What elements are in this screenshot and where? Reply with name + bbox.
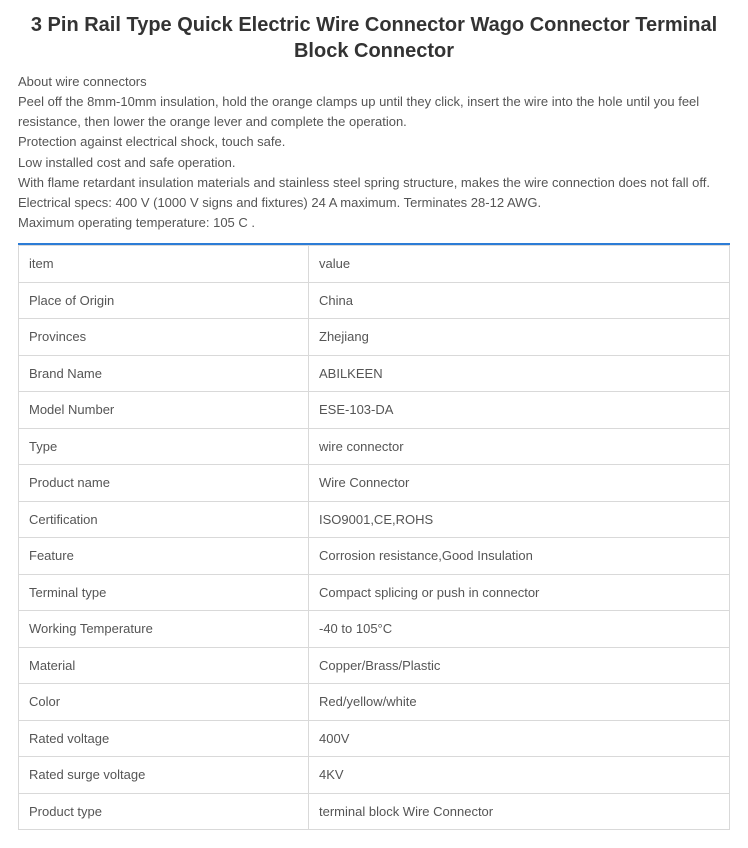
spec-item-name: Terminal type xyxy=(19,574,309,611)
spec-item-value: terminal block Wire Connector xyxy=(309,793,730,830)
spec-item-value: Red/yellow/white xyxy=(309,684,730,721)
spec-item-value: Zhejiang xyxy=(309,319,730,356)
spec-item-value: Copper/Brass/Plastic xyxy=(309,647,730,684)
spec-item-value: ISO9001,CE,ROHS xyxy=(309,501,730,538)
spec-item-name: Material xyxy=(19,647,309,684)
table-row: Working Temperature-40 to 105°C xyxy=(19,611,730,648)
table-row: Brand NameABILKEEN xyxy=(19,355,730,392)
description-line: Low installed cost and safe operation. xyxy=(18,155,236,170)
table-row: Model NumberESE-103-DA xyxy=(19,392,730,429)
table-header-value: value xyxy=(309,246,730,283)
table-row: Product typeterminal block Wire Connecto… xyxy=(19,793,730,830)
table-row: Product nameWire Connector xyxy=(19,465,730,502)
spec-item-name: Provinces xyxy=(19,319,309,356)
product-description: About wire connectors Peel off the 8mm-10… xyxy=(18,72,730,233)
spec-table-wrap: itemvaluePlace of OriginChinaProvincesZh… xyxy=(18,243,730,830)
spec-item-value: 4KV xyxy=(309,757,730,794)
spec-item-value: 400V xyxy=(309,720,730,757)
product-title: 3 Pin Rail Type Quick Electric Wire Conn… xyxy=(18,12,730,64)
description-line: Protection against electrical shock, tou… xyxy=(18,134,285,149)
table-row: Rated surge voltage4KV xyxy=(19,757,730,794)
spec-item-name: Working Temperature xyxy=(19,611,309,648)
spec-item-value: wire connector xyxy=(309,428,730,465)
spec-item-name: Brand Name xyxy=(19,355,309,392)
spec-table: itemvaluePlace of OriginChinaProvincesZh… xyxy=(18,245,730,830)
spec-item-value: China xyxy=(309,282,730,319)
spec-item-name: Certification xyxy=(19,501,309,538)
spec-item-value: -40 to 105°C xyxy=(309,611,730,648)
description-line: Maximum operating temperature: 105 C . xyxy=(18,215,255,230)
spec-item-name: Type xyxy=(19,428,309,465)
spec-item-value: ABILKEEN xyxy=(309,355,730,392)
table-row: ColorRed/yellow/white xyxy=(19,684,730,721)
spec-item-value: Compact splicing or push in connector xyxy=(309,574,730,611)
table-row: MaterialCopper/Brass/Plastic xyxy=(19,647,730,684)
spec-item-name: Rated voltage xyxy=(19,720,309,757)
table-row: Typewire connector xyxy=(19,428,730,465)
table-row: Rated voltage400V xyxy=(19,720,730,757)
table-row: Place of OriginChina xyxy=(19,282,730,319)
table-header-item: item xyxy=(19,246,309,283)
spec-item-name: Product name xyxy=(19,465,309,502)
table-row: ProvincesZhejiang xyxy=(19,319,730,356)
spec-item-value: ESE-103-DA xyxy=(309,392,730,429)
table-header-row: itemvalue xyxy=(19,246,730,283)
spec-item-name: Rated surge voltage xyxy=(19,757,309,794)
spec-item-name: Place of Origin xyxy=(19,282,309,319)
spec-item-value: Wire Connector xyxy=(309,465,730,502)
description-line: Electrical specs: 400 V (1000 V signs an… xyxy=(18,195,541,210)
spec-item-name: Feature xyxy=(19,538,309,575)
spec-item-name: Product type xyxy=(19,793,309,830)
table-row: Terminal typeCompact splicing or push in… xyxy=(19,574,730,611)
table-row: CertificationISO9001,CE,ROHS xyxy=(19,501,730,538)
table-row: FeatureCorrosion resistance,Good Insulat… xyxy=(19,538,730,575)
spec-item-name: Color xyxy=(19,684,309,721)
spec-item-name: Model Number xyxy=(19,392,309,429)
description-line: With flame retardant insulation material… xyxy=(18,175,710,190)
description-line: Peel off the 8mm-10mm insulation, hold t… xyxy=(18,94,699,129)
product-spec-document: 3 Pin Rail Type Quick Electric Wire Conn… xyxy=(0,0,748,848)
spec-item-value: Corrosion resistance,Good Insulation xyxy=(309,538,730,575)
description-line: About wire connectors xyxy=(18,74,147,89)
